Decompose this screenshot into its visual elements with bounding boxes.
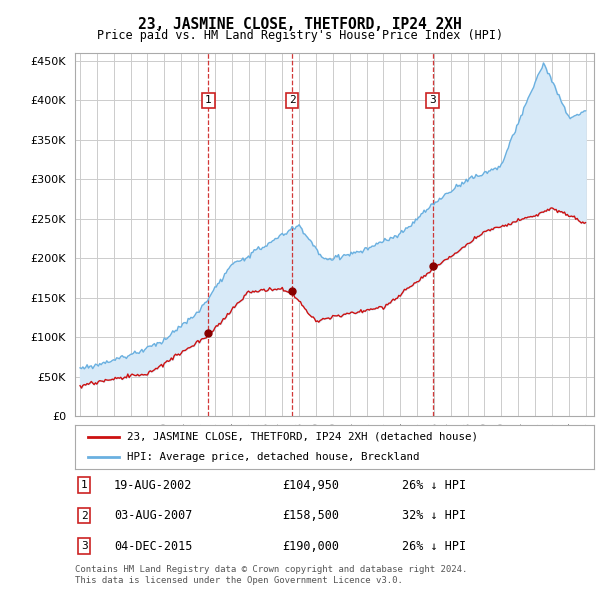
Text: 23, JASMINE CLOSE, THETFORD, IP24 2XH (detached house): 23, JASMINE CLOSE, THETFORD, IP24 2XH (d… xyxy=(127,432,478,442)
Text: 1: 1 xyxy=(205,96,212,106)
Text: 2: 2 xyxy=(289,96,296,106)
Text: 23, JASMINE CLOSE, THETFORD, IP24 2XH: 23, JASMINE CLOSE, THETFORD, IP24 2XH xyxy=(138,17,462,31)
Text: 1: 1 xyxy=(81,480,88,490)
Text: 03-AUG-2007: 03-AUG-2007 xyxy=(114,509,193,522)
Text: £158,500: £158,500 xyxy=(283,509,340,522)
Text: HPI: Average price, detached house, Breckland: HPI: Average price, detached house, Brec… xyxy=(127,452,419,462)
Text: £190,000: £190,000 xyxy=(283,540,340,553)
Text: £104,950: £104,950 xyxy=(283,478,340,491)
Text: 26% ↓ HPI: 26% ↓ HPI xyxy=(402,478,466,491)
Text: 26% ↓ HPI: 26% ↓ HPI xyxy=(402,540,466,553)
Text: Price paid vs. HM Land Registry's House Price Index (HPI): Price paid vs. HM Land Registry's House … xyxy=(97,30,503,42)
Text: Contains HM Land Registry data © Crown copyright and database right 2024.
This d: Contains HM Land Registry data © Crown c… xyxy=(75,565,467,585)
Text: 3: 3 xyxy=(429,96,436,106)
Text: 2: 2 xyxy=(81,511,88,520)
Text: 04-DEC-2015: 04-DEC-2015 xyxy=(114,540,193,553)
Text: 32% ↓ HPI: 32% ↓ HPI xyxy=(402,509,466,522)
Text: 3: 3 xyxy=(81,541,88,551)
Text: 19-AUG-2002: 19-AUG-2002 xyxy=(114,478,193,491)
